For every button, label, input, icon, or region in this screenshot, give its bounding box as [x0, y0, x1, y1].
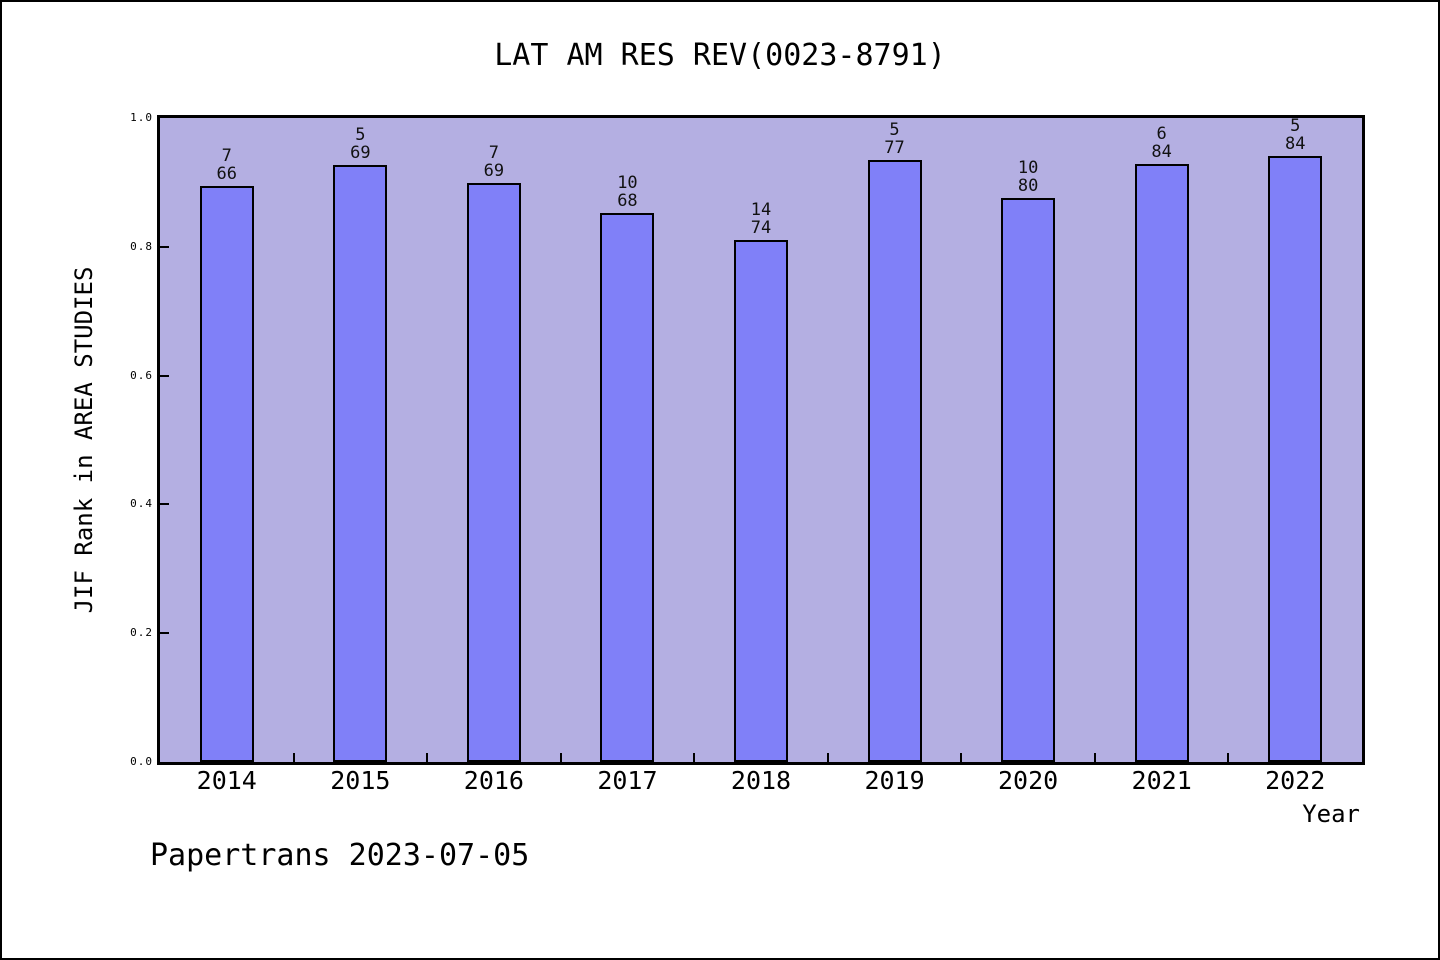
x-tick-label-2015: 2015 — [330, 766, 391, 795]
bar-total-value: 69 — [350, 143, 371, 163]
bar-total-value: 69 — [483, 161, 505, 181]
y-tick-label-0.6: 0.6 — [130, 368, 153, 382]
x-tick-mark — [559, 753, 562, 762]
bar-2016 — [466, 183, 521, 762]
bar-2021 — [1134, 164, 1189, 762]
x-tick-label-2018: 2018 — [730, 766, 792, 795]
y-tick-label-1.0: 1.0 — [130, 111, 153, 124]
bar-rank-value: 7 — [221, 146, 232, 166]
bar-rank-value: 10 — [1017, 158, 1039, 178]
bar-2017 — [600, 213, 655, 762]
bar-value-label-2014: 7 66 — [167, 147, 287, 183]
x-tick-label-2020: 2020 — [998, 766, 1059, 795]
bar-2014 — [199, 186, 254, 762]
bar-value-label-2021: 6 84 — [1102, 125, 1222, 161]
x-tick-label-2016: 2016 — [463, 766, 524, 795]
x-axis-label: Year — [1302, 800, 1360, 828]
bar-total-value: 84 — [1284, 134, 1306, 154]
x-tick-label-2014: 2014 — [196, 766, 257, 795]
bar-rank-value: 7 — [488, 143, 499, 163]
bar-value-label-2019: 5 77 — [835, 121, 955, 157]
y-tick-mark — [160, 503, 169, 506]
x-tick-label-2017: 2017 — [597, 766, 658, 795]
bar-rank-value: 5 — [1290, 116, 1301, 136]
y-tick-label-0.0: 0.0 — [130, 755, 153, 768]
bar-rank-value: 14 — [750, 200, 772, 220]
y-tick-mark — [160, 374, 169, 377]
x-tick-mark — [426, 753, 429, 762]
x-tick-label-2022: 2022 — [1265, 766, 1326, 795]
y-axis-label: JIF Rank in AREA STUDIES — [70, 266, 98, 614]
bar-total-value: 68 — [617, 191, 638, 211]
x-tick-mark — [826, 753, 829, 762]
bar-total-value: 77 — [884, 138, 905, 158]
chart-title: LAT AM RES REV(0023-8791) — [494, 38, 946, 73]
x-tick-mark — [693, 753, 696, 762]
y-tick-mark — [160, 245, 169, 248]
plot-area: 7 66 5 69 7 69 10 68 14 74 5 77 10 80 6 84 5 84 — [157, 115, 1365, 765]
bar-total-value: 74 — [750, 218, 772, 238]
x-tick-label-2021: 2021 — [1131, 766, 1192, 795]
bar-total-value: 84 — [1151, 142, 1172, 162]
bar-rank-value: 5 — [889, 120, 900, 140]
bar-value-label-2017: 10 68 — [567, 174, 687, 210]
bar-value-label-2022: 5 84 — [1235, 117, 1355, 153]
bar-value-label-2016: 7 69 — [434, 144, 554, 180]
y-tick-label-0.8: 0.8 — [130, 239, 153, 253]
bar-total-value: 66 — [216, 164, 237, 184]
bar-2018 — [734, 240, 788, 762]
bar-total-value: 80 — [1017, 176, 1039, 196]
bar-value-label-2018: 14 74 — [701, 201, 821, 237]
y-tick-mark — [160, 632, 169, 635]
bar-2019 — [867, 160, 922, 762]
x-tick-label-2019: 2019 — [864, 766, 925, 795]
bar-2020 — [1001, 198, 1056, 762]
x-tick-mark — [1227, 753, 1230, 762]
bar-rank-value: 6 — [1156, 124, 1167, 144]
x-tick-mark — [292, 753, 295, 762]
bar-2022 — [1268, 156, 1323, 762]
bar-2015 — [333, 165, 388, 762]
x-tick-mark — [1093, 753, 1096, 762]
bar-value-label-2015: 5 69 — [300, 126, 420, 162]
bar-rank-value: 10 — [617, 173, 638, 193]
bar-value-label-2020: 10 80 — [968, 159, 1088, 195]
x-tick-mark — [960, 753, 963, 762]
footer-watermark: Papertrans 2023-07-05 — [150, 838, 530, 873]
y-tick-label-0.2: 0.2 — [130, 626, 153, 640]
bar-rank-value: 5 — [355, 125, 366, 145]
y-tick-label-0.4: 0.4 — [130, 497, 153, 511]
